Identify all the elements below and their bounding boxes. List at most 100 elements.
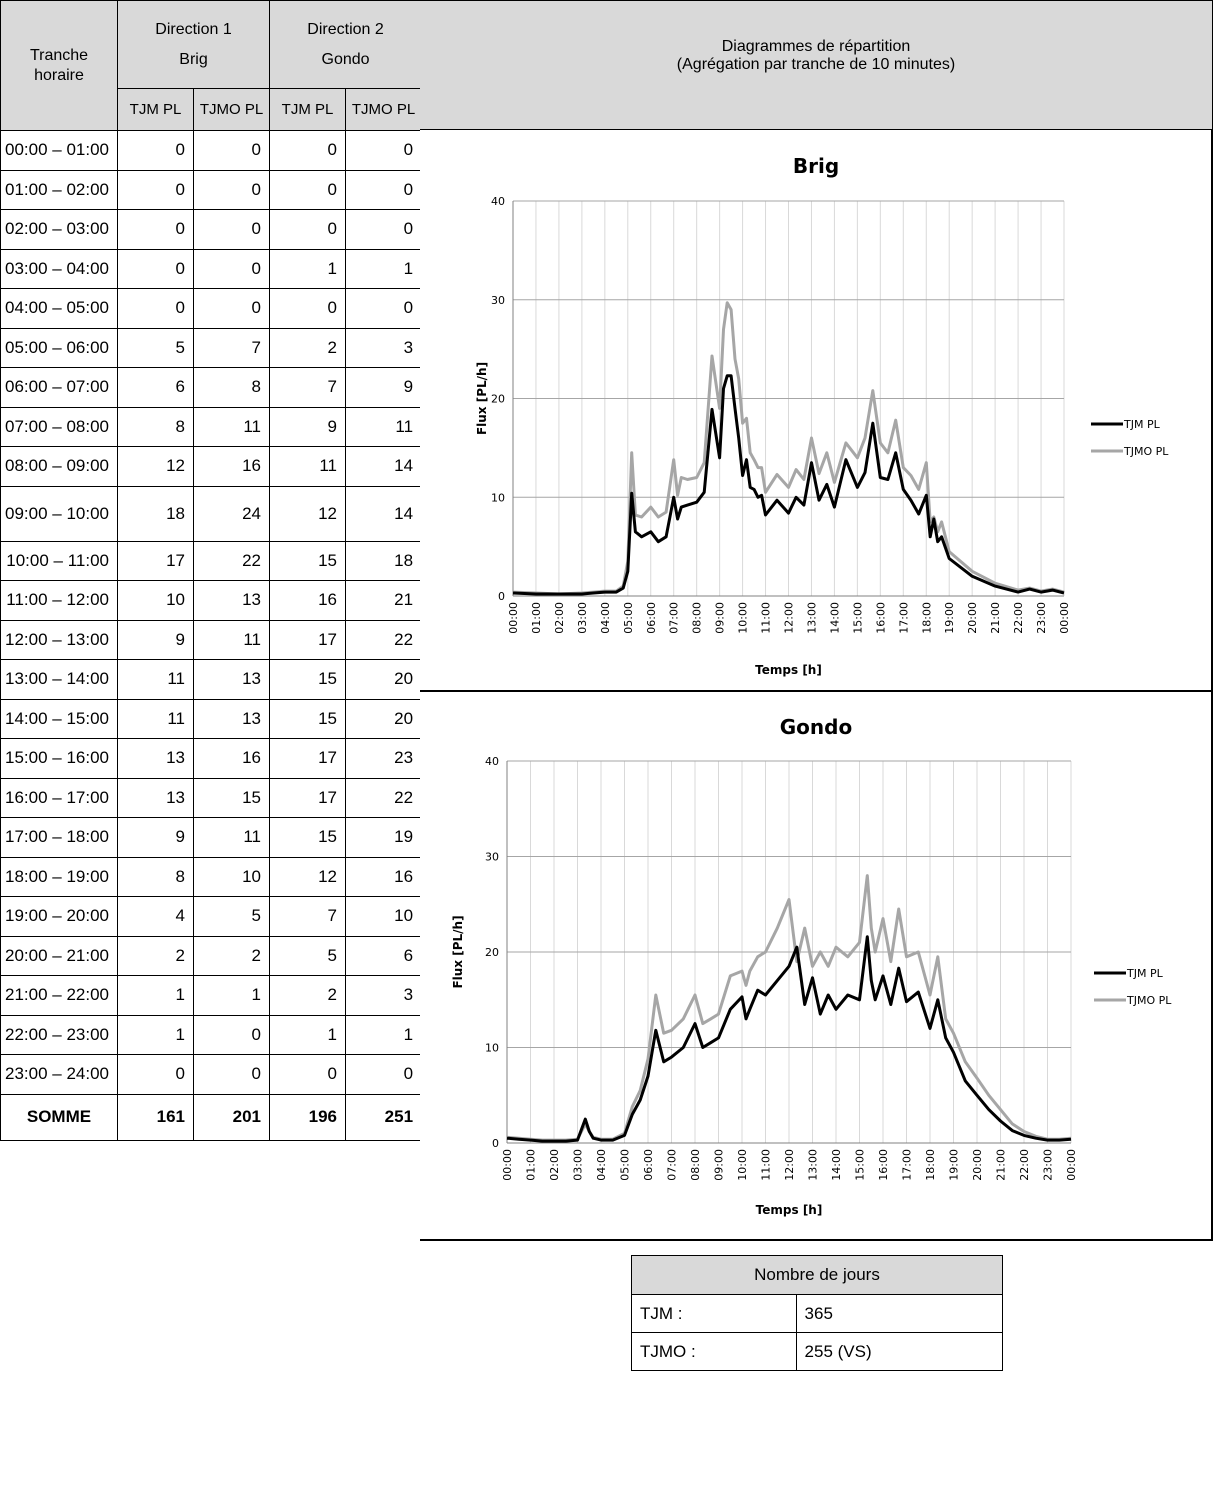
cell-tjmo-brig: 0 — [192, 288, 271, 329]
table-row: 20:00 – 21:00 2 2 5 6 — [0, 935, 423, 976]
table-row: 03:00 – 04:00 0 0 1 1 — [0, 248, 423, 289]
time-slot: 16:00 – 17:00 — [0, 777, 118, 818]
cell-tjmo-brig: 0 — [192, 1014, 271, 1055]
cell-tjm-gondo: 2 — [269, 327, 347, 368]
gondo-chart-box: 0 10 20 30 40 00:00 01:00 02:00 03:00 04:00 05:00 0… — [420, 692, 1213, 1241]
x-tick-label: 01:00 — [530, 602, 543, 634]
cell-tjm-gondo: 12 — [269, 485, 347, 542]
cell-tjm-gondo: 12 — [269, 856, 347, 897]
time-slot: 19:00 – 20:00 — [0, 896, 118, 937]
y-tick-label: 40 — [485, 755, 499, 768]
legend-label: TJM PL — [1123, 418, 1161, 431]
cell-tjm-brig: 13 — [117, 738, 194, 779]
cell-tjmo-brig: 16 — [192, 738, 271, 779]
x-tick-label: 12:00 — [783, 1149, 796, 1181]
cell-tjmo-gondo: 0 — [345, 169, 423, 210]
cell-tjm-gondo: 2 — [269, 975, 347, 1016]
x-tick-label: 07:00 — [666, 1149, 679, 1181]
cell-tjm-brig: 11 — [117, 659, 194, 700]
time-slot: 10:00 – 11:00 — [0, 540, 118, 581]
time-slot: 06:00 – 07:00 — [0, 367, 118, 408]
cell-tjmo-gondo: 9 — [345, 367, 423, 408]
direction2-header: Direction 2 Gondo — [269, 0, 423, 89]
table-row: 11:00 – 12:00 10 13 16 21 — [0, 580, 423, 621]
cell-tjmo-brig: 13 — [192, 698, 271, 739]
cell-tjm-gondo: 15 — [269, 698, 347, 739]
cell-tjm-brig: 0 — [117, 1054, 194, 1095]
time-slot: 18:00 – 19:00 — [0, 856, 118, 897]
x-tick-label: 23:00 — [1042, 1149, 1055, 1181]
x-tick-label: 18:00 — [924, 1149, 937, 1181]
cell-tjmo-gondo: 0 — [345, 288, 423, 329]
subheader-tjm-gondo: TJM PL — [269, 88, 347, 131]
subheader-tjm-brig: TJM PL — [117, 88, 194, 131]
time-slot: 23:00 – 24:00 — [0, 1054, 118, 1095]
direction2-label: Direction 2 — [307, 21, 384, 39]
cell-tjm-brig: 9 — [117, 817, 194, 858]
x-tick-label: 00:00 — [1058, 602, 1071, 634]
cell-tjmo-brig: 2 — [192, 935, 271, 976]
x-tick-label: 00:00 — [1065, 1149, 1078, 1181]
direction1-name: Brig — [179, 50, 208, 68]
cell-tjmo-gondo: 16 — [345, 856, 423, 897]
x-tick-label: 19:00 — [948, 1149, 961, 1181]
x-tick-label: 14:00 — [828, 602, 841, 634]
x-tick-label: 10:00 — [737, 602, 750, 634]
table-row: 04:00 – 05:00 0 0 0 0 — [0, 288, 423, 329]
time-slot: 12:00 – 13:00 — [0, 619, 118, 660]
cell-tjmo-brig: 13 — [192, 580, 271, 621]
x-tick-label: 20:00 — [971, 1149, 984, 1181]
cell-tjm-gondo: 7 — [269, 367, 347, 408]
x-tick-label: 14:00 — [830, 1149, 843, 1181]
cell-tjm-gondo: 5 — [269, 935, 347, 976]
cell-tjmo-gondo: 10 — [345, 896, 423, 937]
table-row: 00:00 – 01:00 0 0 0 0 — [0, 130, 423, 171]
x-tick-label: 15:00 — [854, 1149, 867, 1181]
x-tick-label: 01:00 — [525, 1149, 538, 1181]
time-slot: 13:00 – 14:00 — [0, 659, 118, 700]
time-slot: 20:00 – 21:00 — [0, 935, 118, 976]
cell-tjmo-gondo: 1 — [345, 248, 423, 289]
y-tick-label: 0 — [492, 1137, 499, 1150]
table-row: 15:00 – 16:00 13 16 17 23 — [0, 738, 423, 779]
x-tick-label: 04:00 — [595, 1149, 608, 1181]
cell-tjm-brig: 18 — [117, 485, 194, 542]
cell-tjm-gondo: 17 — [269, 619, 347, 660]
y-tick-label: 30 — [485, 851, 499, 864]
chart-title: Gondo — [780, 715, 852, 739]
x-tick-label: 18:00 — [920, 602, 933, 634]
legend-label: TJMO PL — [1126, 994, 1172, 1007]
cell-tjmo-gondo: 0 — [345, 1054, 423, 1095]
cell-tjmo-gondo: 14 — [345, 446, 423, 487]
chart-title: Brig — [793, 154, 839, 178]
cell-tjmo-brig: 1 — [192, 975, 271, 1016]
x-tick-label: 11:00 — [760, 602, 773, 634]
cell-tjm-brig: 9 — [117, 619, 194, 660]
days-title: Nombre de jours — [631, 1255, 1003, 1295]
charts-header-title: Diagrammes de répartition — [721, 38, 911, 55]
table-row: 12:00 – 13:00 9 11 17 22 — [0, 619, 423, 660]
cell-tjmo-gondo: 20 — [345, 659, 423, 700]
series-line-tjm-pl — [506, 935, 1072, 1143]
x-tick-label: 07:00 — [668, 602, 681, 634]
plot-area: 0 10 20 30 40 00:00 01:00 02:00 03:00 04:00 05:00 0… — [491, 195, 1071, 634]
x-tick-label: 16:00 — [877, 1149, 890, 1181]
cell-tjmo-brig: 0 — [192, 248, 271, 289]
cell-tjm-brig: 13 — [117, 777, 194, 818]
subheader-tjmo-gondo: TJMO PL — [345, 88, 423, 131]
charts-header-subtitle: (Agrégation par tranche de 10 minutes) — [676, 56, 956, 73]
cell-tjm-brig: 0 — [117, 169, 194, 210]
table-row: 14:00 – 15:00 11 13 15 20 — [0, 698, 423, 739]
table-row: 13:00 – 14:00 11 13 15 20 — [0, 659, 423, 700]
cell-tjm-gondo: 0 — [269, 288, 347, 329]
y-tick-label: 40 — [491, 195, 505, 208]
cell-tjm-brig: 4 — [117, 896, 194, 937]
time-slot: 03:00 – 04:00 — [0, 248, 118, 289]
table-row: 21:00 – 22:00 1 1 2 3 — [0, 975, 423, 1016]
x-tick-label: 08:00 — [691, 602, 704, 634]
cell-tjm-brig: 0 — [117, 248, 194, 289]
x-tick-label: 06:00 — [642, 1149, 655, 1181]
x-tick-label: 05:00 — [622, 602, 635, 634]
subheader-tjmo-brig: TJMO PL — [192, 88, 271, 131]
x-tick-label: 08:00 — [689, 1149, 702, 1181]
